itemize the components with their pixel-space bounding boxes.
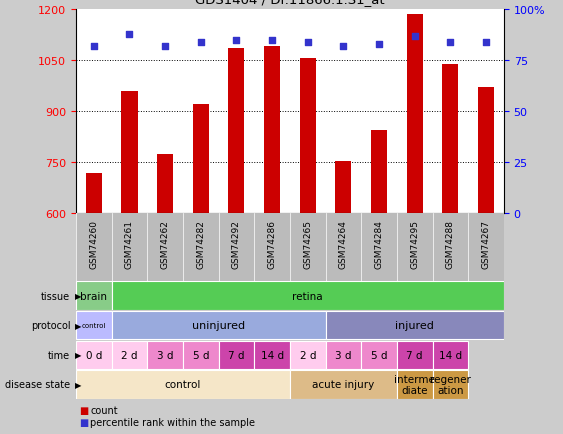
Point [303, 39, 312, 46]
Text: GSM74282: GSM74282 [196, 219, 205, 268]
Text: ▶: ▶ [75, 321, 82, 330]
Bar [76, 341, 111, 369]
Text: 2 d: 2 d [121, 350, 138, 360]
Text: GSM74260: GSM74260 [90, 219, 99, 268]
Text: 14 d: 14 d [261, 350, 284, 360]
Text: GSM74261: GSM74261 [125, 219, 134, 268]
Bar [76, 311, 111, 340]
Bar [397, 370, 432, 399]
Text: ▶: ▶ [75, 380, 82, 389]
Bar [76, 282, 111, 310]
Bar [406, 15, 423, 214]
Text: time: time [48, 350, 70, 360]
Bar [157, 155, 173, 214]
Bar [86, 173, 102, 214]
Text: 5 d: 5 d [371, 350, 387, 360]
Text: 0 d: 0 d [86, 350, 102, 360]
Bar [264, 47, 280, 214]
Text: brain: brain [81, 291, 108, 301]
Point [446, 39, 455, 46]
Point [90, 43, 99, 50]
Text: percentile rank within the sample: percentile rank within the sample [90, 417, 255, 427]
Bar [478, 88, 494, 214]
Bar [325, 311, 504, 340]
Text: GSM74265: GSM74265 [303, 219, 312, 268]
Text: 2 d: 2 d [300, 350, 316, 360]
Bar [432, 341, 468, 369]
Text: ■: ■ [79, 417, 88, 427]
Text: GSM74262: GSM74262 [160, 219, 169, 268]
Text: 5 d: 5 d [193, 350, 209, 360]
Bar [325, 341, 361, 369]
Text: acute injury: acute injury [312, 380, 374, 389]
Text: GSM74286: GSM74286 [267, 219, 276, 268]
Bar [111, 341, 148, 369]
Text: GSM74292: GSM74292 [232, 219, 241, 268]
Text: 14 d: 14 d [439, 350, 462, 360]
Text: ▶: ▶ [75, 351, 82, 359]
Text: interme
diate: interme diate [394, 374, 435, 395]
Bar [361, 341, 397, 369]
Text: GSM74295: GSM74295 [410, 219, 419, 268]
Bar [218, 341, 254, 369]
Point [267, 37, 276, 44]
Bar [122, 92, 137, 214]
Text: count: count [90, 405, 118, 415]
Bar [336, 161, 351, 214]
Text: regener
ation: regener ation [430, 374, 471, 395]
Point [410, 33, 419, 40]
Bar [254, 341, 290, 369]
Text: control: control [82, 322, 106, 329]
Bar [432, 370, 468, 399]
Point [125, 31, 134, 38]
Bar [193, 105, 209, 214]
Point [481, 39, 490, 46]
Bar [300, 59, 316, 214]
Bar [111, 311, 325, 340]
Point [339, 43, 348, 50]
Bar [290, 341, 325, 369]
Point [374, 41, 383, 48]
Bar [397, 341, 432, 369]
Text: tissue: tissue [41, 291, 70, 301]
Point [232, 37, 241, 44]
Title: GDS1404 / Dr.11866.1.S1_at: GDS1404 / Dr.11866.1.S1_at [195, 0, 385, 6]
Text: uninjured: uninjured [192, 321, 245, 330]
Text: 7 d: 7 d [228, 350, 245, 360]
Text: ▶: ▶ [75, 292, 82, 300]
Text: 3 d: 3 d [157, 350, 173, 360]
Text: 3 d: 3 d [335, 350, 352, 360]
Bar [443, 64, 458, 214]
Text: control: control [165, 380, 201, 389]
Text: GSM74284: GSM74284 [374, 219, 383, 268]
Point [196, 39, 205, 46]
Text: disease state: disease state [5, 380, 70, 389]
Text: GSM74267: GSM74267 [481, 219, 490, 268]
Bar [148, 341, 183, 369]
Text: GSM74264: GSM74264 [339, 219, 348, 268]
Text: 7 d: 7 d [406, 350, 423, 360]
Bar [76, 370, 290, 399]
Bar [229, 49, 244, 214]
Text: retina: retina [292, 291, 323, 301]
Text: GSM74288: GSM74288 [446, 219, 455, 268]
Bar [183, 341, 218, 369]
Point [160, 43, 169, 50]
Text: protocol: protocol [31, 321, 70, 330]
Text: injured: injured [395, 321, 434, 330]
Text: ■: ■ [79, 405, 88, 415]
Bar [290, 370, 397, 399]
Bar [371, 131, 387, 214]
